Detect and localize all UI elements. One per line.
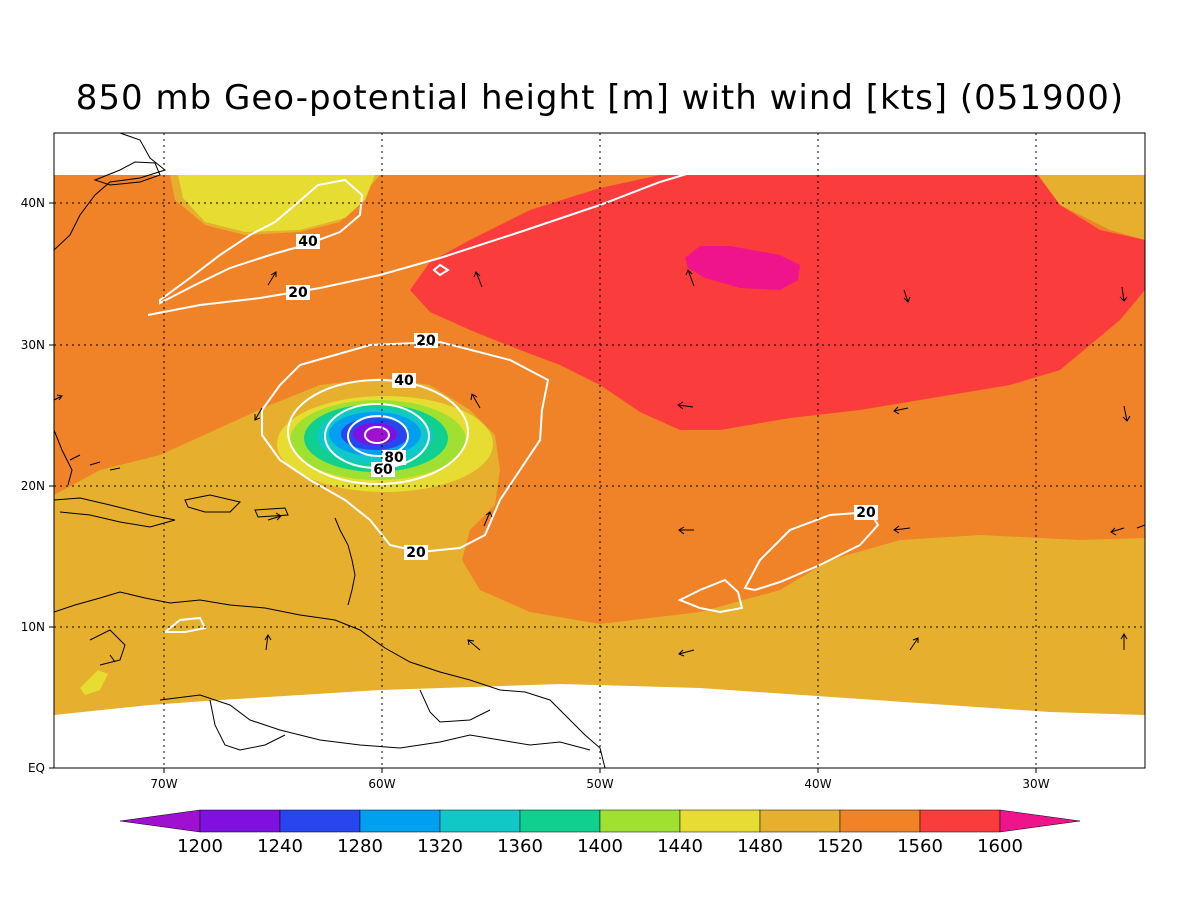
colorbar-label: 1440	[657, 836, 703, 857]
wind-arrow	[1120, 633, 1128, 650]
colorbar-label: 1200	[177, 836, 223, 857]
coast-interior-3	[89, 629, 126, 666]
coast-puerto-rico	[254, 507, 289, 518]
contour-label: 20	[288, 285, 308, 301]
wind-arrow	[264, 634, 272, 651]
colorbar-swatch	[599, 809, 681, 833]
coastlines	[54, 133, 606, 768]
lat-label: 30N	[21, 338, 45, 352]
contour-label: 20	[406, 545, 426, 561]
colorbar-swatch	[359, 809, 441, 833]
coast-cuba	[54, 497, 176, 528]
wind-arrow	[903, 289, 911, 303]
wind-arrow	[678, 526, 694, 535]
coast-north-america	[54, 133, 167, 251]
colorbar-arrow-low	[119, 809, 201, 833]
wind-arrow	[685, 269, 695, 287]
colorbar-swatch	[279, 809, 361, 833]
lon-label: 40W	[804, 777, 831, 791]
lon-axis: 70W 60W 50W 40W 30W	[150, 777, 1049, 791]
lon-label: 30W	[1022, 777, 1049, 791]
wind-arrow	[470, 393, 481, 409]
contour-20-east-2	[677, 578, 744, 614]
colorbar-swatch	[759, 809, 841, 833]
tick-marks	[49, 202, 1037, 773]
colorbar-swatch	[519, 809, 601, 833]
coast-interior-1	[159, 694, 591, 751]
colorbar-label: 1520	[817, 836, 863, 857]
lat-axis: 40N 30N 20N 10N EQ	[21, 196, 45, 775]
contour-label: 40	[298, 234, 318, 250]
wind-arrow	[267, 271, 277, 286]
contour-small-2	[432, 263, 450, 277]
lat-label: 40N	[21, 196, 45, 210]
wind-arrow	[53, 394, 63, 401]
field-1600	[410, 175, 1145, 430]
contour-40-north	[159, 178, 364, 305]
wind-arrow	[1122, 405, 1131, 422]
coast-florida	[54, 429, 73, 486]
colorbar-swatch	[199, 809, 281, 833]
lat-label: 10N	[21, 620, 45, 634]
colorbar-swatch	[679, 809, 761, 833]
field-1480-south	[80, 670, 108, 695]
contour-small-1	[162, 616, 207, 633]
chart-title: 850 mb Geo-potential height [m] with win…	[75, 78, 1125, 118]
colorbar-label: 1320	[417, 836, 463, 857]
graticule	[54, 133, 1145, 768]
contour-20-east	[743, 510, 880, 592]
wind-arrow	[893, 525, 911, 534]
colorbar-swatch	[439, 809, 521, 833]
wind-arrow	[677, 401, 694, 410]
colorbar: 1200 1240 1280 1320 1360 1400 1440 1480 1520 1560…	[119, 809, 1081, 857]
wind-arrow	[254, 407, 263, 421]
contour-100-low	[364, 426, 390, 444]
lon-label: 60W	[368, 777, 395, 791]
contour-label: 40	[394, 373, 414, 389]
wind-arrow	[473, 271, 483, 288]
coast-south-america	[54, 591, 606, 768]
lon-label: 50W	[586, 777, 613, 791]
colorbar-label: 1280	[337, 836, 383, 857]
contour-label: 20	[856, 505, 876, 521]
coast-lesser-antilles	[334, 517, 356, 606]
contour-labels: 40 20 20 40 80 60 20 20	[286, 234, 878, 561]
colorbar-label: 1480	[737, 836, 783, 857]
wind-arrow	[1110, 527, 1125, 536]
colorbar-label: 1560	[897, 836, 943, 857]
colorbar-swatch	[839, 809, 921, 833]
wind-vectors	[53, 269, 1146, 657]
colorbar-swatch	[919, 809, 1001, 833]
lat-label: 20N	[21, 479, 45, 493]
coast-bahamas	[69, 454, 121, 471]
contour-label: 20	[416, 333, 436, 349]
colorbar-label: 1240	[257, 836, 303, 857]
contour-80-low	[347, 415, 409, 457]
lon-label: 70W	[150, 777, 177, 791]
contour-label: 60	[373, 462, 393, 478]
low-1200	[364, 428, 390, 442]
contour-20-north	[147, 169, 701, 316]
colorbar-arrow-high	[999, 809, 1081, 833]
wind-arrow	[467, 639, 481, 651]
lat-label: EQ	[28, 761, 45, 775]
contour-20-low	[261, 340, 550, 554]
field-1640	[685, 246, 800, 290]
colorbar-label: 1360	[497, 836, 543, 857]
wind-arrow	[1119, 286, 1128, 302]
wind-arrow	[893, 406, 909, 415]
wind-arrow	[267, 512, 282, 521]
coast-interior-2	[209, 689, 491, 751]
wind-arrow	[909, 637, 919, 651]
wind-arrow	[1136, 524, 1146, 529]
coast-nova-scotia	[93, 161, 161, 186]
wind-arrow	[483, 511, 493, 527]
wind-arrow	[678, 649, 695, 657]
colorbar-label: 1600	[977, 836, 1023, 857]
contour-40-low	[287, 379, 469, 485]
colorbar-label: 1400	[577, 836, 623, 857]
coast-hispaniola	[184, 494, 241, 513]
